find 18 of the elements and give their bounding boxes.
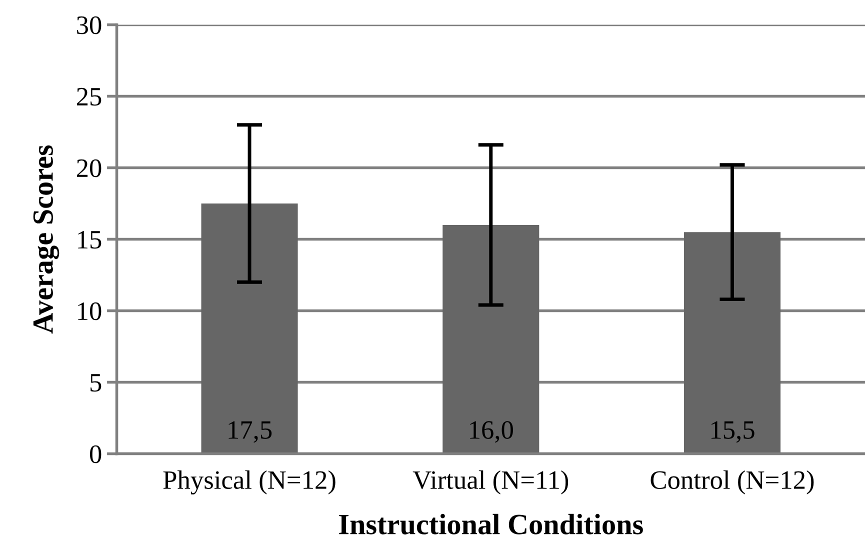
x-tick-label: Virtual (N=11) xyxy=(412,470,568,494)
y-axis-title: Average Scores xyxy=(33,145,60,334)
y-tick-label: 15 xyxy=(78,230,102,249)
data-label: 17,5 xyxy=(228,421,272,443)
bar xyxy=(201,204,298,454)
y-tick-label: 5 xyxy=(90,374,102,392)
y-tick-label: 0 xyxy=(90,445,102,464)
x-tick-label: Physical (N=12) xyxy=(163,470,336,494)
y-tick-label: 10 xyxy=(78,302,102,320)
data-label: 16,0 xyxy=(470,421,513,443)
data-label: 15,5 xyxy=(711,421,754,443)
x-tick-label: Control (N=12) xyxy=(650,470,814,494)
y-tick-label: 25 xyxy=(76,88,102,106)
y-tick-label: 20 xyxy=(76,159,102,178)
bar xyxy=(442,224,540,454)
bar xyxy=(684,232,781,454)
y-tick-label: 30 xyxy=(77,16,102,34)
x-axis-title: Instructional Conditions xyxy=(339,514,643,534)
